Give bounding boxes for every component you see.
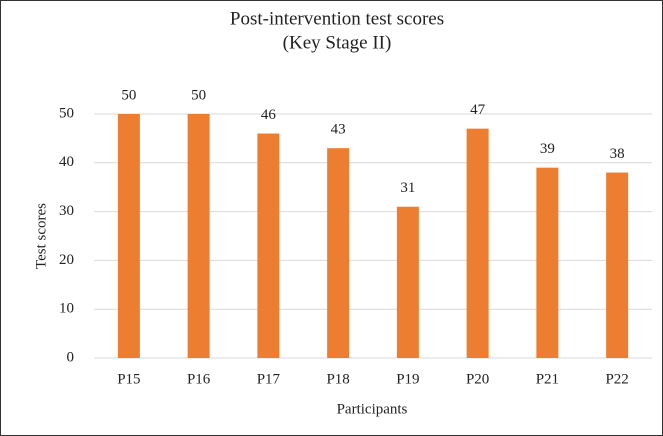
data-label: 38 (610, 146, 625, 162)
data-label: 46 (261, 107, 277, 123)
bar (396, 206, 419, 358)
y-tick-label: 10 (59, 301, 74, 317)
data-label: 50 (121, 87, 136, 103)
bar (327, 148, 350, 358)
y-tick-label: 30 (59, 203, 74, 219)
data-label: 50 (191, 87, 206, 103)
y-tick-label: 0 (67, 349, 75, 365)
x-tick-label: P17 (257, 371, 281, 387)
bar (257, 133, 280, 358)
y-tick-label: 50 (59, 105, 74, 121)
x-tick-label: P22 (605, 371, 628, 387)
y-axis-title: Test scores (33, 203, 49, 269)
bar (187, 114, 210, 358)
x-axis-title: Participants (337, 401, 408, 417)
bar (606, 172, 629, 358)
bar (536, 167, 559, 358)
bar (466, 128, 489, 358)
x-tick-label: P15 (117, 371, 140, 387)
y-tick-label: 20 (59, 252, 74, 268)
x-tick-label: P16 (187, 371, 211, 387)
x-tick-label: P18 (326, 371, 349, 387)
x-tick-label: P21 (536, 371, 559, 387)
data-label: 47 (470, 102, 486, 118)
data-label: 31 (400, 180, 415, 196)
bar (117, 114, 140, 358)
chart-subtitle: (Key Stage II) (283, 32, 392, 53)
x-tick-label: P20 (466, 371, 489, 387)
y-tick-label: 40 (59, 154, 74, 170)
data-label: 39 (540, 141, 555, 157)
x-tick-label: P19 (396, 371, 419, 387)
data-label: 43 (331, 122, 346, 138)
chart-title: Post-intervention test scores (230, 8, 444, 29)
